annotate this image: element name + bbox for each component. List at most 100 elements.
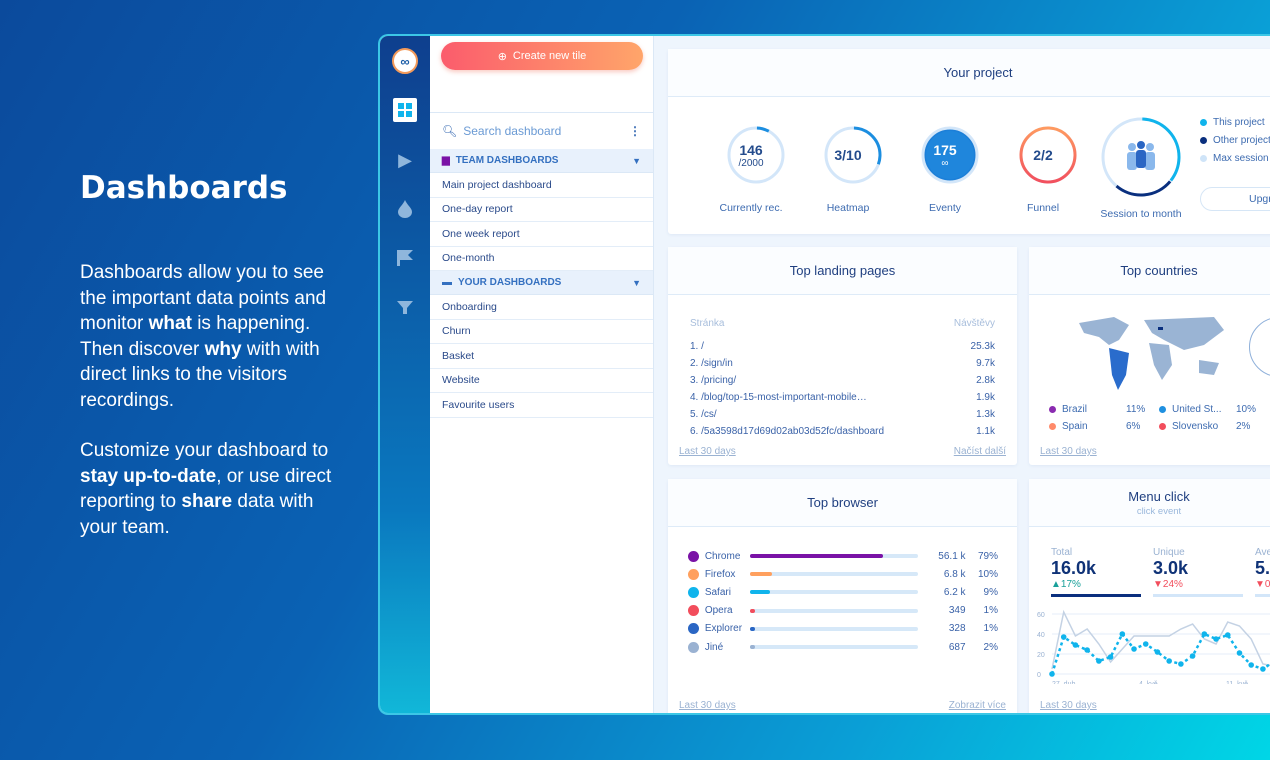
sidebar-item[interactable]: Basket (430, 344, 653, 369)
browser-pct: 1% (983, 605, 998, 617)
load-more-link[interactable]: Načíst další (953, 446, 1006, 457)
date-range-link[interactable]: Last 30 days (1040, 700, 1097, 711)
data-point[interactable] (1224, 632, 1231, 638)
stat-aver[interactable]: Aver5.2▼0. (1255, 547, 1270, 597)
play-icon[interactable]: ▶ (398, 149, 412, 170)
sidebar-item[interactable]: Main project dashboard (430, 173, 653, 198)
data-point[interactable] (1119, 631, 1126, 637)
data-point[interactable] (1049, 671, 1055, 677)
table-row[interactable]: 4. /blog/top-15-most-important-mobile… 1.… (690, 389, 995, 406)
data-point[interactable] (1201, 631, 1208, 637)
chevron-down-icon[interactable]: ▼ (632, 277, 641, 288)
value: 3/10 (834, 147, 862, 163)
data-point[interactable] (1096, 658, 1102, 664)
card-title: Top browser (668, 479, 1017, 527)
sidebar-item[interactable]: One week report (430, 222, 653, 247)
table-row[interactable]: 1. / 25.3k (690, 338, 995, 355)
hero-text: Dashboards Dashboards allow you to see t… (80, 170, 350, 565)
stat-value: 3.0k (1153, 558, 1189, 578)
search-bar[interactable]: 🔍︎ Search dashboard ⋮ (430, 112, 653, 149)
create-new-tile-button[interactable]: ⊕ Create new tile (441, 42, 643, 70)
data-point[interactable] (1178, 661, 1184, 667)
country-name: Spain (1062, 421, 1088, 432)
date-range-link[interactable]: Last 30 days (679, 700, 736, 711)
date-range-link[interactable]: Last 30 days (679, 446, 736, 457)
dashboard-grid-icon[interactable] (393, 98, 417, 122)
hero-title: Dashboards (80, 170, 288, 206)
logo-icon[interactable]: ∞ (392, 48, 418, 74)
gauge-value: 146/2000 (721, 125, 781, 185)
table-row[interactable]: 3. /pricing/2.8k (690, 372, 995, 389)
data-point[interactable] (1248, 662, 1254, 668)
browser-pct: 1% (983, 623, 998, 635)
more-options-icon[interactable]: ⋮ (629, 124, 641, 138)
gauge-ring (824, 126, 882, 184)
date-range-link[interactable]: Last 30 days (1040, 446, 1097, 457)
team-dashboards-header[interactable]: ▆ TEAM DASHBOARDS ▼ (430, 149, 653, 173)
gauge-currently-rec-[interactable]: 146/2000 Currently rec. (711, 125, 791, 214)
heatmap-flame-icon[interactable] (393, 197, 417, 221)
country-name: Brazil (1062, 404, 1088, 415)
gauge-session-to-month[interactable]: Session to month (1100, 115, 1182, 220)
table-row[interactable]: 2. /sign/in 9.7k (690, 355, 995, 372)
stat-total[interactable]: Total 16.0k ▲17% (1051, 547, 1141, 597)
flag-icon[interactable] (393, 246, 417, 270)
upgrade-button[interactable]: Upgrade (1200, 187, 1270, 211)
search-input[interactable]: Search dashboard (463, 124, 562, 138)
show-more-link[interactable]: Zobrazit více (948, 700, 1006, 711)
section-label: TEAM DASHBOARDS (455, 155, 559, 166)
data-point[interactable] (1107, 654, 1114, 660)
gauge-label: Funnel (1026, 202, 1060, 214)
sidebar-item[interactable]: Website (430, 369, 653, 393)
gauge-eventy[interactable]: 175 ∞ Eventy (905, 125, 985, 214)
sidebar-item[interactable]: One-month (430, 247, 653, 271)
browser-value: 349 (948, 605, 966, 617)
data-point[interactable] (1084, 647, 1090, 653)
visits: 25.3k (970, 341, 995, 352)
data-point[interactable] (1060, 634, 1067, 640)
series-line (1051, 609, 1270, 670)
data-point[interactable] (1154, 649, 1161, 655)
country-pct: 2% (1236, 421, 1251, 432)
data-point[interactable] (1142, 641, 1149, 647)
data-point[interactable] (1213, 636, 1219, 642)
chevron-down-icon[interactable]: ▼ (632, 155, 641, 166)
funnel-icon[interactable] (393, 295, 417, 319)
sidebar-item[interactable]: One-day report (430, 198, 653, 222)
data-point[interactable] (1166, 658, 1172, 664)
top-landing-pages-card: Top landing pages Stránka Návštěvy 1. / 25… (668, 247, 1017, 465)
data-point[interactable] (1260, 666, 1266, 672)
page-path: 5. /cs/ (690, 409, 717, 420)
data-point[interactable] (1189, 653, 1196, 659)
browser-name: Explorer (704, 623, 743, 635)
value: 2/2 (1033, 147, 1053, 163)
sidebar-item[interactable]: Churn (430, 320, 653, 344)
stat-value: 16.0k (1051, 558, 1097, 578)
text: what (148, 313, 192, 334)
stat-unique[interactable]: Unique 3.0k ▼24% (1153, 547, 1243, 597)
data-point[interactable] (1236, 650, 1243, 656)
browser-row: Firefox 6.8 k 10% (688, 565, 998, 583)
browser-row: Jiné 687 2% (688, 638, 998, 656)
your-dashboards-header[interactable]: ▬ YOUR DASHBOARDS ▼ (430, 271, 653, 295)
country-item: Slovensko 2% (1159, 418, 1269, 435)
text: Dashboards allow you to see the importan… (80, 262, 327, 334)
sidebar-item[interactable]: Favourite users (430, 393, 653, 418)
table-row[interactable]: 5. /cs/1.3k (690, 406, 995, 423)
browser-value: 6.2 k (943, 586, 966, 598)
gauge-label: Eventy (928, 202, 962, 214)
data-point[interactable] (1072, 642, 1079, 648)
folder-icon: ▬ (442, 277, 452, 288)
card-subtitle: click event (1136, 505, 1182, 517)
table-row[interactable]: 6. /5a3598d17d69d02ab03d52fc/dashboard 1.… (690, 423, 995, 440)
icon-rail: ∞ ▶ (380, 36, 430, 713)
page-path: 3. /pricing/ (690, 375, 737, 386)
gauge-ring (1101, 117, 1181, 197)
browser-name: Firefox (704, 568, 736, 580)
sidebar-item[interactable]: Onboarding (430, 295, 653, 320)
gauge-funnel[interactable]: 2/2 Funnel (1003, 125, 1083, 214)
gauge-label: Currently rec. (719, 202, 783, 214)
country-dot (1049, 406, 1056, 413)
data-point[interactable] (1131, 646, 1137, 652)
gauge-heatmap[interactable]: 3/10 Heatmap (808, 125, 888, 214)
